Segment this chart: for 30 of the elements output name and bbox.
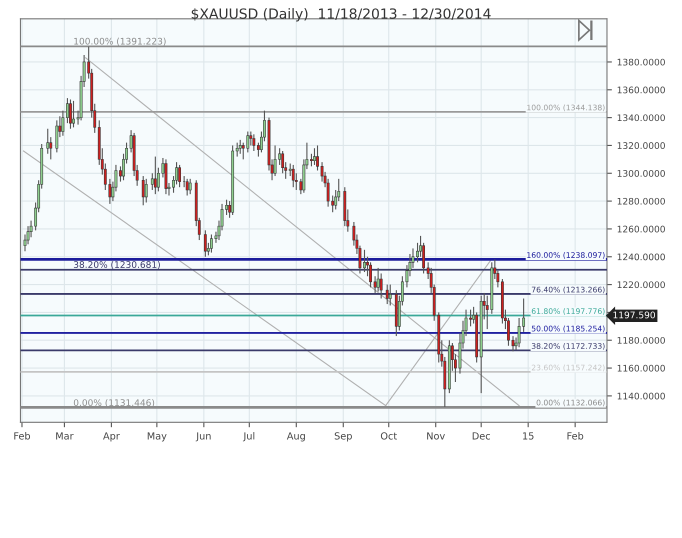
x-tick-label: Mar bbox=[56, 432, 74, 440]
x-tick-label: Apr bbox=[103, 432, 120, 442]
ref-line-label: 38.20% (1230.681) bbox=[74, 260, 160, 270]
chart-title: $XAUUSD (Daily) 11/18/2013 - 12/30/2014 bbox=[192, 8, 491, 22]
x-tick-label: May bbox=[148, 432, 167, 442]
y-tick-label: 1280.0000 bbox=[618, 198, 665, 205]
x-tick-label: Oct bbox=[380, 432, 397, 440]
y-tick-label: 1380.0000 bbox=[618, 58, 665, 66]
y-tick-label: 1320.0000 bbox=[618, 142, 665, 150]
x-tick-label: Nov bbox=[427, 432, 445, 440]
annotation: 1197.590 bbox=[614, 312, 656, 318]
y-tick-label: 1240.0000 bbox=[618, 253, 665, 260]
ref-line-label: 0.00% (1131.446) bbox=[74, 399, 154, 408]
ref-line-label: 100.00% (1391.223) bbox=[74, 38, 166, 46]
x-tick-label: Dec bbox=[472, 432, 490, 440]
x-tick-label: Jul bbox=[242, 432, 254, 442]
x-tick-label: Feb bbox=[568, 432, 584, 440]
y-tick-label: 1260.0000 bbox=[618, 226, 665, 232]
y-tick-label: 1220.0000 bbox=[618, 281, 665, 288]
y-tick-label: 1160.0000 bbox=[618, 364, 665, 372]
x-tick-label: 15 bbox=[523, 432, 534, 440]
y-tick-label: 1340.0000 bbox=[618, 114, 665, 122]
y-tick-label: 1180.0000 bbox=[618, 336, 665, 344]
y-tick-label: 1360.0000 bbox=[618, 86, 665, 94]
x-tick-label: Jun bbox=[196, 432, 211, 442]
x-tick-label: Sep bbox=[334, 432, 352, 442]
x-tick-label: Aug bbox=[286, 432, 305, 442]
y-tick-label: 1300.0000 bbox=[618, 170, 665, 177]
y-tick-label: 1140.0000 bbox=[618, 392, 665, 400]
x-tick-label: Feb bbox=[14, 432, 30, 440]
